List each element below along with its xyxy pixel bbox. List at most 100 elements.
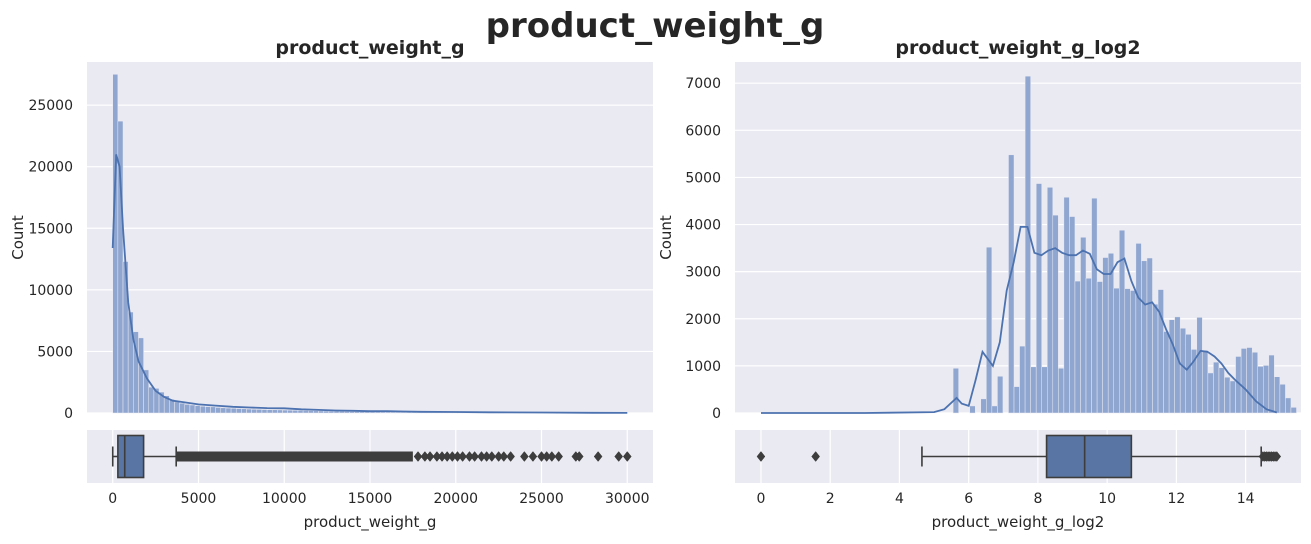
histogram-bar	[1125, 289, 1131, 413]
histogram-bar	[953, 368, 959, 413]
histogram-bar	[1080, 237, 1086, 413]
x-tick-label: 6	[964, 491, 973, 507]
x-tick-label: 2	[826, 491, 835, 507]
histogram-bar	[293, 410, 298, 413]
histogram-bar	[1130, 291, 1136, 413]
histogram-bar	[180, 403, 185, 413]
histogram-bar	[1069, 217, 1075, 413]
x-tick-label: 14	[1237, 491, 1255, 507]
histogram-bar	[283, 410, 288, 413]
histogram-bar	[205, 407, 210, 413]
histogram-bar	[997, 376, 1003, 413]
histogram-bar	[1208, 373, 1214, 413]
histogram-bar	[241, 409, 246, 413]
histogram-bar	[1097, 282, 1103, 413]
histogram-bar	[380, 412, 385, 413]
histogram-bar	[1136, 243, 1142, 413]
y-tick-label: 5000	[37, 344, 73, 360]
histogram-bar	[981, 399, 987, 413]
x-tick-label: 0	[757, 491, 766, 507]
histogram-bar	[257, 409, 262, 413]
histogram-bar	[1047, 187, 1053, 413]
histogram-bar	[970, 406, 976, 413]
x-tick-label: 20000	[433, 491, 478, 507]
histogram-bar	[1036, 184, 1042, 413]
histogram-bar	[262, 410, 267, 413]
box-iqr	[118, 436, 144, 478]
histogram-bar	[303, 411, 308, 413]
y-tick-label: 10000	[28, 283, 73, 299]
histogram-bar	[190, 405, 195, 413]
histogram-bar	[288, 410, 293, 413]
histogram-bar	[1274, 377, 1280, 413]
histogram-bar	[1119, 230, 1125, 413]
histogram-bar	[308, 411, 313, 413]
histogram-bar	[298, 410, 303, 413]
x-axis-label: product_weight_g	[304, 513, 437, 532]
histogram-bar	[1197, 317, 1203, 413]
box-iqr	[1047, 436, 1132, 478]
histogram-bar	[1280, 384, 1286, 413]
histogram-bar	[344, 412, 349, 413]
x-tick-label: 15000	[348, 491, 393, 507]
histogram-bar	[149, 387, 154, 413]
panel-title: product_weight_g	[275, 37, 464, 59]
histogram-bar	[1114, 288, 1120, 413]
y-axis-label: Count	[9, 215, 27, 260]
x-tick-label: 10	[1098, 491, 1116, 507]
histogram-bar	[231, 408, 236, 413]
x-tick-label: 12	[1167, 491, 1185, 507]
histogram-bar	[1247, 348, 1253, 413]
histogram-bar	[324, 411, 329, 413]
histogram-bar	[1224, 377, 1230, 413]
histogram-bar	[1108, 253, 1114, 413]
x-tick-label: 10000	[262, 491, 307, 507]
histogram-bar	[216, 407, 221, 413]
y-tick-label: 5000	[685, 170, 721, 186]
histogram-bar	[1008, 155, 1014, 413]
figure-suptitle: product_weight_g	[486, 6, 825, 46]
x-tick-label: 8	[1033, 491, 1042, 507]
histogram-bar	[200, 406, 205, 413]
histogram-bar	[1175, 317, 1181, 413]
histogram-bar	[1075, 281, 1081, 413]
histogram-bar	[1053, 215, 1059, 413]
histogram-bar	[1269, 355, 1275, 413]
histogram-bar	[1158, 290, 1164, 413]
histogram-bar	[1241, 348, 1247, 413]
panel-title: product_weight_g_log2	[895, 37, 1140, 59]
y-tick-label: 2000	[685, 312, 721, 328]
histogram-bar	[1092, 198, 1098, 413]
histogram-bar	[185, 404, 190, 413]
histogram-bar	[334, 411, 339, 413]
histogram-bar	[236, 409, 241, 413]
y-tick-label: 0	[712, 406, 721, 422]
y-tick-label: 1000	[685, 359, 721, 375]
box-outlier-band	[176, 452, 413, 462]
histogram-bar	[226, 408, 231, 413]
y-tick-label: 25000	[28, 98, 73, 114]
x-axis-label: product_weight_g_log2	[932, 513, 1105, 532]
histogram-bar	[1025, 76, 1031, 413]
histogram-bar	[1086, 278, 1092, 413]
histogram-bar	[1291, 407, 1297, 413]
histogram-bar	[329, 411, 334, 413]
histogram-bar	[1180, 328, 1186, 413]
y-tick-label: 6000	[685, 123, 721, 139]
histogram-bar	[174, 402, 179, 413]
histogram-bar	[1186, 334, 1192, 413]
x-tick-label: 5000	[181, 491, 217, 507]
y-tick-label: 20000	[28, 160, 73, 176]
histogram-bar	[1141, 261, 1147, 413]
histogram-bar	[195, 406, 200, 413]
histogram-bar	[355, 412, 360, 413]
histogram-bar	[313, 411, 318, 413]
histogram-bar	[1202, 350, 1208, 413]
histogram-bar	[252, 409, 257, 413]
histogram-bar	[267, 410, 272, 413]
y-tick-label: 3000	[685, 265, 721, 281]
x-tick-label: 30000	[605, 491, 650, 507]
